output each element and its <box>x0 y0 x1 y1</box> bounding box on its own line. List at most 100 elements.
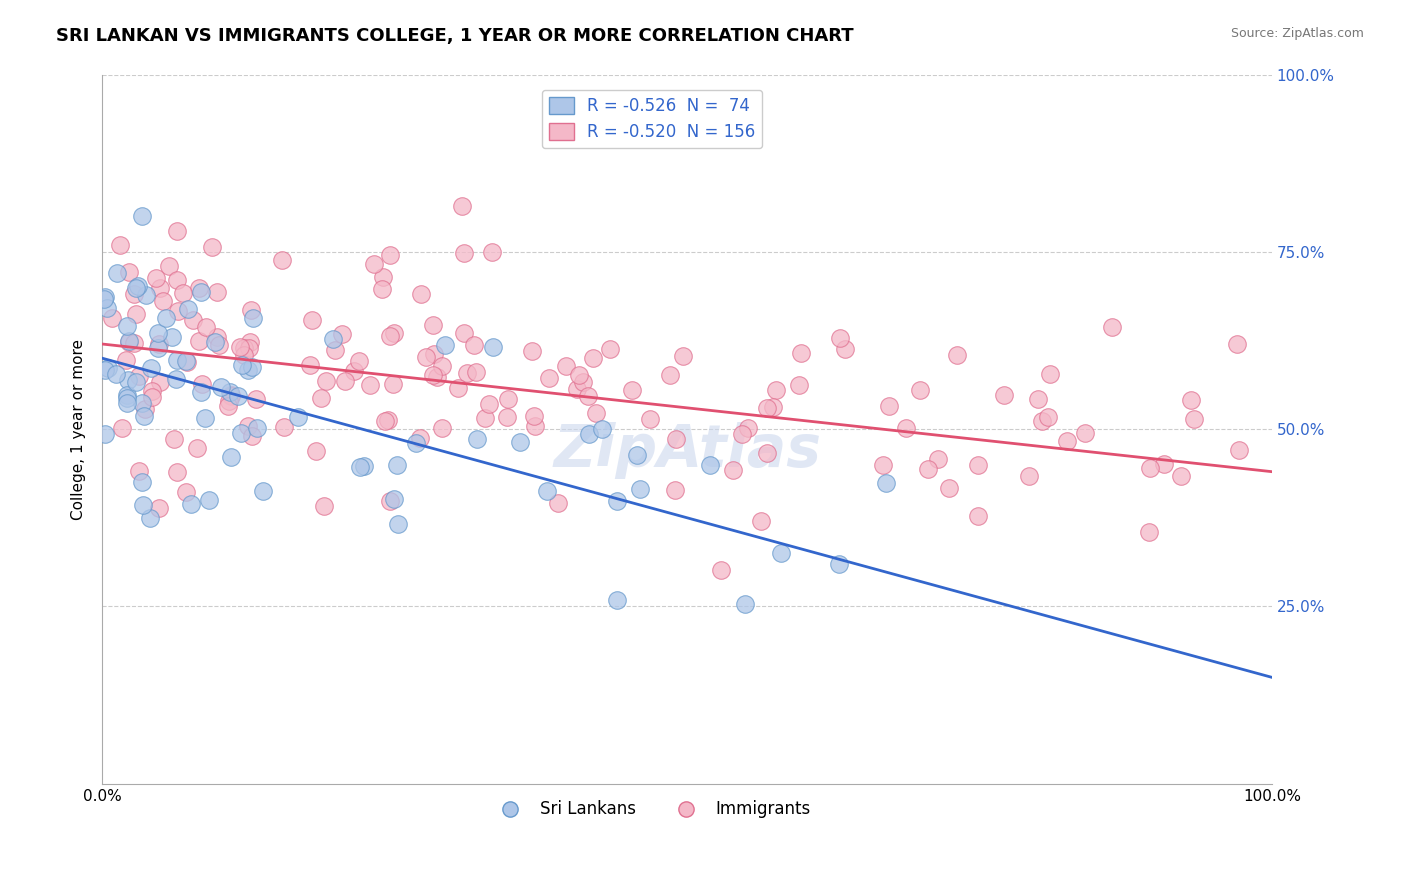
Point <box>578 427 600 442</box>
Point <box>378 248 401 262</box>
Point <box>242 310 264 325</box>
Point <box>1180 392 1202 407</box>
Point <box>721 463 744 477</box>
Point <box>174 354 197 368</box>
Point <box>197 493 219 508</box>
Point <box>166 273 188 287</box>
Point <box>134 409 156 423</box>
Point <box>498 392 520 406</box>
Point <box>240 429 263 443</box>
Point <box>181 312 204 326</box>
Point <box>672 349 695 363</box>
Point <box>456 366 478 380</box>
Point <box>186 441 208 455</box>
Point <box>287 410 309 425</box>
Point <box>176 354 198 368</box>
Point <box>94 290 117 304</box>
Point <box>252 484 274 499</box>
Point <box>139 511 162 525</box>
Point <box>387 517 409 532</box>
Point <box>606 593 628 607</box>
Point <box>148 337 170 351</box>
Point <box>231 358 253 372</box>
Point <box>591 422 613 436</box>
Point <box>322 332 344 346</box>
Point <box>172 286 194 301</box>
Point <box>229 340 252 354</box>
Point <box>496 409 519 424</box>
Point <box>621 383 644 397</box>
Point <box>219 388 242 402</box>
Point <box>128 463 150 477</box>
Point <box>756 401 779 415</box>
Point <box>446 381 468 395</box>
Point <box>117 373 139 387</box>
Point <box>240 360 263 375</box>
Point <box>204 334 226 349</box>
Point <box>127 278 149 293</box>
Point <box>96 361 118 376</box>
Point <box>152 293 174 308</box>
Point <box>155 310 177 325</box>
Point <box>576 389 599 403</box>
Point <box>945 349 967 363</box>
Point <box>190 285 212 299</box>
Point <box>343 364 366 378</box>
Point <box>122 287 145 301</box>
Point <box>110 238 132 252</box>
Point <box>229 426 252 441</box>
Point <box>520 344 543 359</box>
Point <box>1137 524 1160 539</box>
Point <box>298 359 321 373</box>
Point <box>330 326 353 341</box>
Point <box>382 491 405 506</box>
Point <box>572 375 595 389</box>
Point <box>425 370 447 384</box>
Point <box>568 368 591 383</box>
Point <box>117 334 139 349</box>
Point <box>166 223 188 237</box>
Point <box>538 371 561 385</box>
Point <box>1018 469 1040 483</box>
Point <box>94 426 117 441</box>
Point <box>166 304 188 318</box>
Point <box>789 346 811 360</box>
Point <box>599 343 621 357</box>
Point <box>135 288 157 302</box>
Point <box>382 377 405 392</box>
Point <box>385 458 408 473</box>
Point <box>567 382 589 396</box>
Point <box>188 281 211 295</box>
Point <box>163 432 186 446</box>
Point <box>382 326 405 341</box>
Point <box>94 362 117 376</box>
Point <box>787 378 810 392</box>
Point <box>1139 461 1161 475</box>
Point <box>465 365 488 379</box>
Point <box>194 319 217 334</box>
Point <box>872 458 894 472</box>
Point <box>160 330 183 344</box>
Point <box>177 301 200 316</box>
Point <box>1073 425 1095 440</box>
Point <box>174 484 197 499</box>
Point <box>134 402 156 417</box>
Point <box>148 500 170 515</box>
Point <box>967 458 990 473</box>
Point <box>1036 410 1059 425</box>
Point <box>226 389 249 403</box>
Point <box>208 337 231 351</box>
Point <box>422 318 444 333</box>
Point <box>1170 468 1192 483</box>
Text: SRI LANKAN VS IMMIGRANTS COLLEGE, 1 YEAR OR MORE CORRELATION CHART: SRI LANKAN VS IMMIGRANTS COLLEGE, 1 YEAR… <box>56 27 853 45</box>
Text: Source: ZipAtlas.com: Source: ZipAtlas.com <box>1230 27 1364 40</box>
Point <box>828 557 851 571</box>
Point <box>737 421 759 435</box>
Point <box>218 393 240 408</box>
Point <box>481 245 503 260</box>
Point <box>536 483 558 498</box>
Point <box>628 482 651 496</box>
Point <box>238 341 260 355</box>
Point <box>131 395 153 409</box>
Point <box>205 330 228 344</box>
